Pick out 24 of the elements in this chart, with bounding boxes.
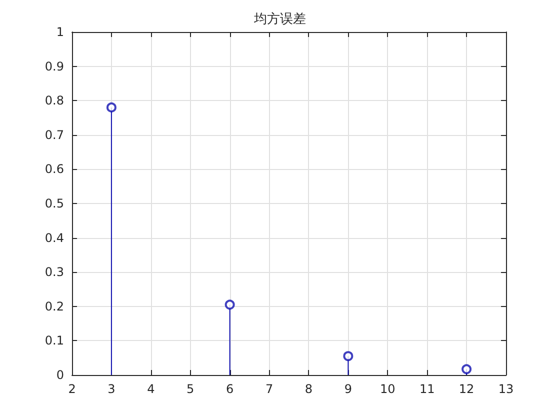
x-tick-label: 9 (344, 382, 352, 396)
x-tick-label: 11 (419, 382, 435, 396)
x-tick-label: 2 (68, 382, 76, 396)
y-tick-label: 0.7 (44, 128, 64, 142)
y-tick-label: 0.8 (44, 94, 64, 108)
y-tick-label: 0.3 (44, 265, 64, 280)
y-tick-label: 0.2 (44, 299, 64, 314)
chart-title: 均方误差 (253, 11, 306, 27)
x-tick-label: 4 (147, 382, 155, 396)
x-tick-label: 3 (108, 382, 116, 396)
x-tick-label: 5 (186, 382, 194, 396)
y-tick-label: 1 (56, 25, 64, 39)
x-tick-label: 7 (265, 382, 274, 396)
x-tick-label: 12 (458, 382, 474, 396)
x-tick-label: 13 (498, 382, 514, 396)
y-tick-label: 0.6 (44, 162, 64, 176)
y-tick-label: 0.4 (44, 230, 64, 245)
x-tick-label: 10 (380, 382, 396, 396)
y-tick-label: 0.5 (44, 196, 64, 210)
x-tick-label: 8 (304, 382, 313, 396)
y-tick-label: 0.1 (44, 334, 64, 348)
x-tick-label: 6 (226, 382, 234, 396)
y-tick-label: 0.9 (44, 59, 64, 74)
y-tick-label: 0 (56, 368, 64, 382)
